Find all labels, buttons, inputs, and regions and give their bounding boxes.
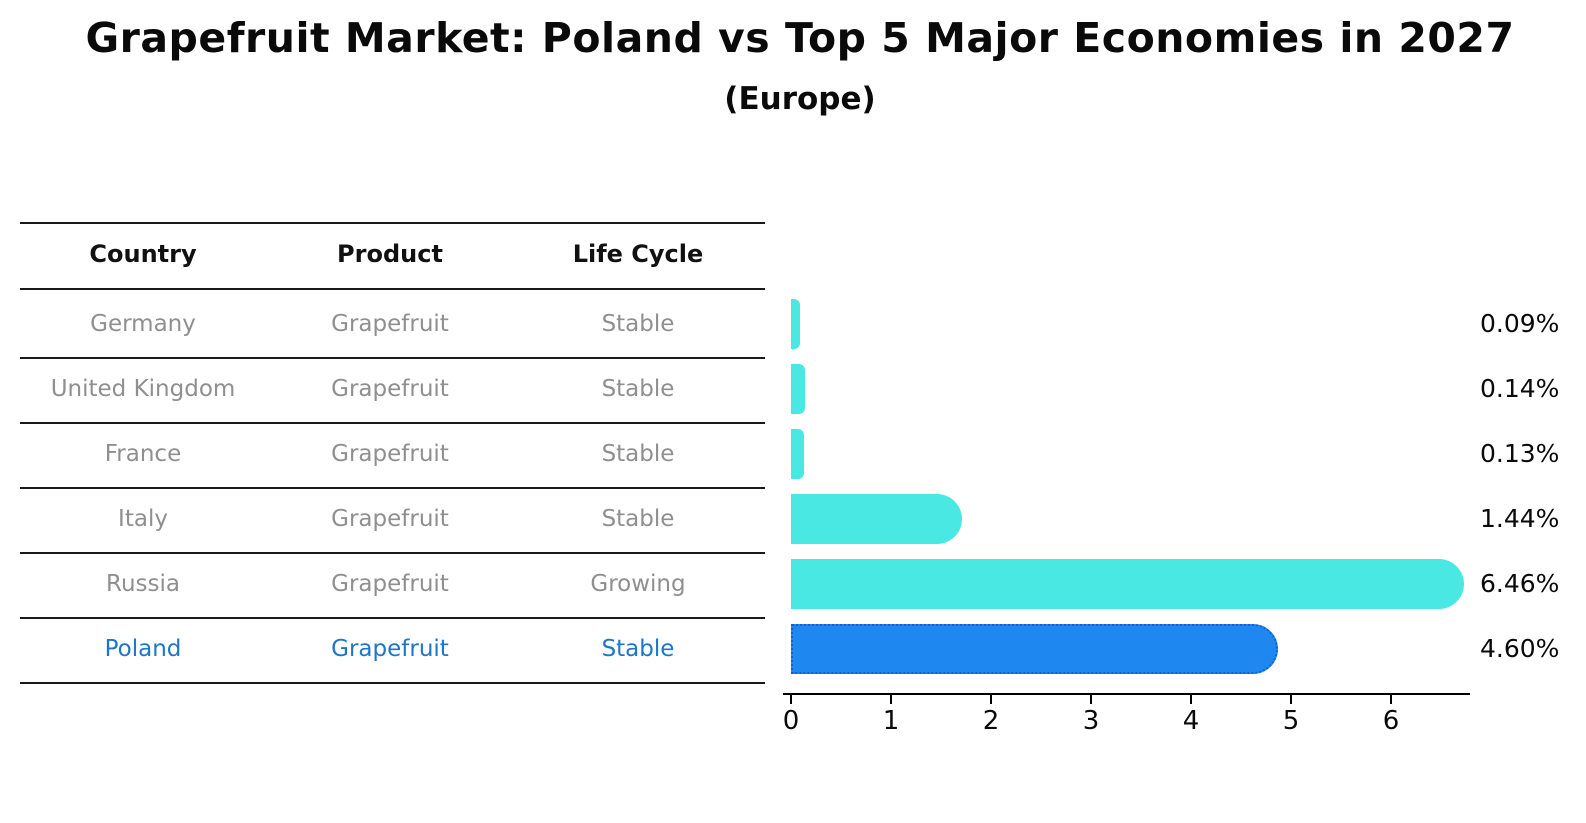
table-cell-country: France [104,441,182,467]
bar [791,559,1464,609]
bar-value-label: 6.46% [1480,569,1560,598]
chart-subtitle: (Europe) [724,81,876,117]
x-axis-tick-mark [1290,695,1292,704]
x-axis-tick-label: 5 [1282,706,1300,736]
x-axis-tick-mark [990,695,992,704]
column-header-life-cycle: Life Cycle [572,240,704,268]
table-row-separator [20,616,765,619]
table-cell-life-cycle: Stable [601,441,675,467]
table-cell-country: Italy [118,506,168,532]
table-cell-product: Grapefruit [331,376,449,402]
table-cell-life-cycle: Stable [601,311,675,337]
table-cell-product: Grapefruit [331,441,449,467]
x-axis-tick-label: 2 [982,706,1000,736]
table-row-separator [20,356,765,359]
x-axis-tick-mark [1090,695,1092,704]
x-axis-tick-mark [1190,695,1192,704]
x-axis-tick-mark [790,695,792,704]
bar-highlight-poland [791,624,1278,674]
table-header-border [20,288,765,290]
table-cell-life-cycle: Stable [601,376,675,402]
column-header-country: Country [89,240,197,268]
table-row-separator [20,681,765,684]
x-axis-tick-mark [1390,695,1392,704]
bar-value-label: 4.60% [1480,634,1560,663]
table-cell-country: Russia [106,571,180,597]
table-row-separator [20,486,765,489]
table-cell-life-cycle: Growing [590,571,686,597]
bar-value-label: 0.14% [1480,374,1560,403]
x-axis-line [783,693,1470,695]
bar [791,299,800,349]
table-row-separator [20,421,765,424]
bar [791,494,962,544]
bar-value-label: 0.13% [1480,439,1560,468]
table-row-separator [20,551,765,554]
table-cell-life-cycle: Stable [601,636,675,662]
table-cell-country: Poland [104,636,182,662]
x-axis-tick-label: 0 [782,706,800,736]
chart-title: Grapefruit Market: Poland vs Top 5 Major… [85,14,1515,62]
table-cell-product: Grapefruit [331,571,449,597]
x-axis-tick-label: 6 [1382,706,1400,736]
table-cell-product: Grapefruit [331,636,449,662]
column-header-product: Product [337,240,443,268]
bar-value-label: 0.09% [1480,309,1560,338]
bar-value-label: 1.44% [1480,504,1560,533]
x-axis-tick-label: 4 [1182,706,1200,736]
table-cell-life-cycle: Stable [601,506,675,532]
table-cell-country: Germany [90,311,196,337]
bar [791,429,804,479]
x-axis-tick-label: 1 [882,706,900,736]
x-axis-tick-label: 3 [1082,706,1100,736]
table-top-border [20,222,765,224]
table-cell-product: Grapefruit [331,311,449,337]
bar [791,364,805,414]
x-axis-tick-mark [890,695,892,704]
table-cell-product: Grapefruit [331,506,449,532]
table-cell-country: United Kingdom [50,376,236,402]
